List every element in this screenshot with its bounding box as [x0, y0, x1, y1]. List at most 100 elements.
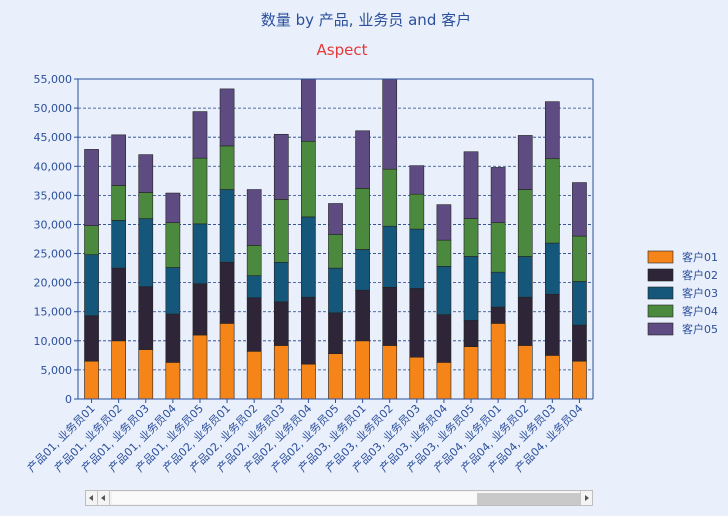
bar-segment — [84, 149, 99, 226]
bar-segment — [246, 189, 262, 246]
bar-segment — [138, 154, 154, 193]
bar-segment — [111, 220, 127, 269]
bar-segment — [165, 267, 181, 315]
bar-segment — [301, 78, 316, 142]
bar-segment — [328, 234, 343, 269]
bar-segment — [273, 133, 289, 200]
bar-segment — [409, 356, 425, 400]
bar-segment — [165, 313, 181, 363]
bar-segment — [219, 323, 235, 400]
bar-segment — [246, 245, 262, 276]
bar-segment — [84, 254, 99, 317]
bar-segment — [301, 363, 316, 400]
bar-segment — [544, 242, 560, 295]
bar-segment — [219, 88, 235, 147]
bar-segment — [111, 340, 127, 400]
bar-segment — [328, 267, 343, 314]
bar-segment — [544, 158, 560, 244]
bar-segment — [490, 323, 506, 400]
y-tick-label: 45,000 — [34, 131, 73, 144]
bar-segment — [192, 157, 208, 225]
scroll-right-button[interactable] — [580, 491, 592, 505]
y-tick-label: 0 — [65, 393, 72, 406]
bar-segment — [328, 353, 343, 400]
bar-segment — [436, 362, 452, 400]
arrow-left-icon — [89, 495, 93, 501]
horizontal-scrollbar[interactable] — [85, 490, 593, 506]
bar-segment — [84, 315, 99, 362]
bar-segment — [409, 228, 425, 289]
bar-segment — [219, 261, 235, 324]
y-tick-label: 5,000 — [41, 364, 73, 377]
bar-segment — [301, 296, 316, 365]
bar-segment — [328, 203, 343, 235]
bar-segment — [544, 355, 560, 400]
bar-segment — [192, 223, 208, 285]
bar-segment — [572, 360, 587, 400]
y-tick-label: 15,000 — [34, 306, 73, 319]
legend-swatch — [647, 268, 674, 282]
scroll-track[interactable] — [112, 492, 580, 505]
bar-segment — [138, 286, 154, 350]
bar-segment — [463, 218, 479, 257]
scroll-left-button[interactable] — [98, 491, 110, 505]
bar-segment — [517, 345, 533, 400]
bar-segment — [409, 193, 425, 230]
bar-segment — [490, 222, 506, 273]
bar-segment — [111, 134, 127, 186]
bar-segment — [382, 225, 398, 288]
bar-segment — [111, 267, 127, 342]
arrow-right-icon — [585, 495, 589, 501]
y-tick-label: 55,000 — [34, 73, 73, 86]
legend-label: 客户03 — [682, 286, 718, 300]
legend-swatch — [647, 304, 674, 318]
chart-title: 数量 by 产品, 业务员 and 客户 — [261, 11, 471, 29]
bar-segment — [382, 168, 398, 227]
legend-label: 客户02 — [682, 268, 718, 282]
bar-segment — [138, 192, 154, 219]
bar-segment — [165, 192, 181, 224]
legend-label: 客户05 — [682, 322, 718, 336]
bar-segment — [544, 293, 560, 356]
bar-segment — [463, 346, 479, 400]
bar-segment — [436, 314, 452, 363]
bar-segment — [273, 345, 289, 400]
arrow-left-icon — [101, 495, 105, 501]
bar-segment — [409, 288, 425, 358]
bar-segment — [382, 345, 398, 400]
bar-segment — [355, 188, 370, 250]
bar-segment — [355, 340, 370, 400]
bar-segment — [490, 306, 506, 324]
bar-segment — [219, 145, 235, 190]
scroll-first-button[interactable] — [86, 491, 98, 505]
bar-segment — [382, 78, 398, 170]
bar-segment — [84, 360, 99, 400]
legend-swatch — [647, 322, 674, 336]
bar-segment — [355, 249, 370, 291]
bar-segment — [517, 135, 533, 190]
bar-segment — [219, 189, 235, 263]
bar-segment — [301, 216, 316, 298]
y-tick-label: 25,000 — [34, 248, 73, 261]
bar-segment — [517, 189, 533, 257]
bar-segment — [572, 324, 587, 362]
bar-segment — [192, 334, 208, 400]
chart-subtitle: Aspect — [317, 41, 368, 59]
y-tick-label: 20,000 — [34, 277, 73, 290]
bar-segment — [517, 256, 533, 298]
bar-segment — [138, 349, 154, 400]
legend-swatch — [647, 286, 674, 300]
bar-segment — [355, 289, 370, 342]
bar-segment — [490, 271, 506, 308]
bar-segment — [490, 167, 506, 224]
bar-segment — [328, 312, 343, 354]
y-tick-label: 30,000 — [34, 218, 73, 231]
bar-segment — [463, 256, 479, 321]
bar-segment — [246, 297, 262, 352]
bar-segment — [273, 301, 289, 346]
bar-segment — [382, 286, 398, 346]
bar-segment — [436, 239, 452, 267]
bar-segment — [517, 296, 533, 346]
scroll-thumb[interactable] — [477, 493, 580, 505]
